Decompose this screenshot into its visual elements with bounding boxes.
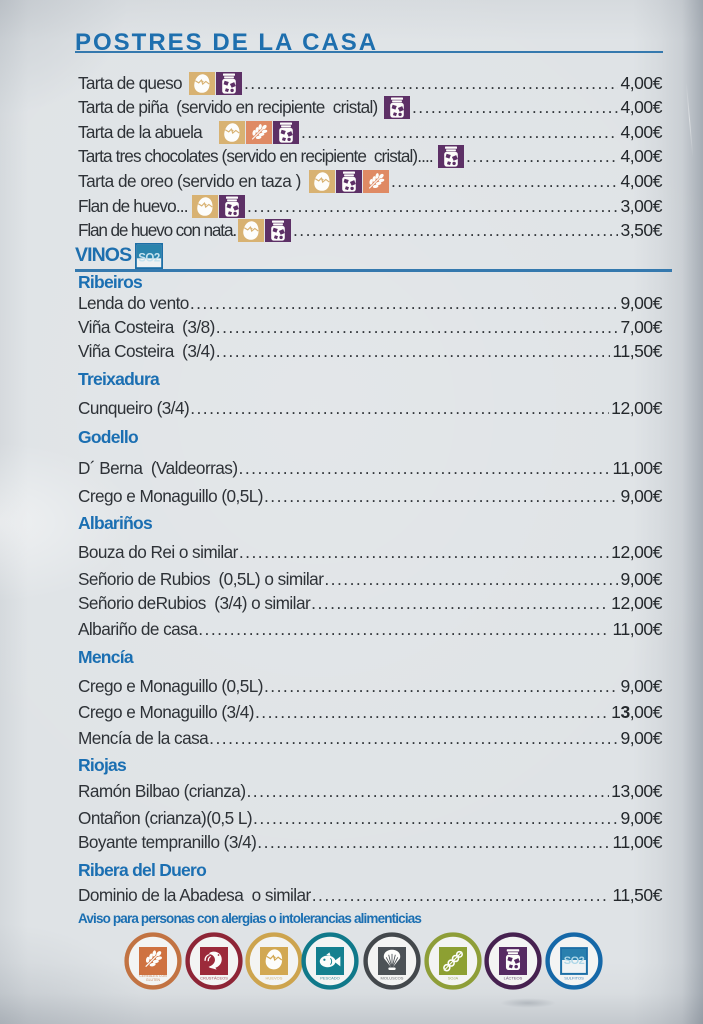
svg-text:CRUSTÁCEOS: CRUSTÁCEOS [200,975,228,980]
svg-text:MOLUSCOS: MOLUSCOS [381,975,404,980]
svg-text:PESCADO: PESCADO [320,975,340,980]
svg-text:SO2: SO2 [564,955,585,967]
svg-text:SOJA: SOJA [447,975,458,980]
svg-text:CEREALES CON: CEREALES CON [139,974,167,978]
svg-text:SO2: SO2 [138,253,160,265]
svg-text:SULFITOS: SULFITOS [564,975,584,980]
svg-text:HUEVOS: HUEVOS [265,975,282,980]
svg-text:GLUTEN: GLUTEN [146,978,161,982]
svg-text:LÁCTEOS: LÁCTEOS [504,975,523,980]
